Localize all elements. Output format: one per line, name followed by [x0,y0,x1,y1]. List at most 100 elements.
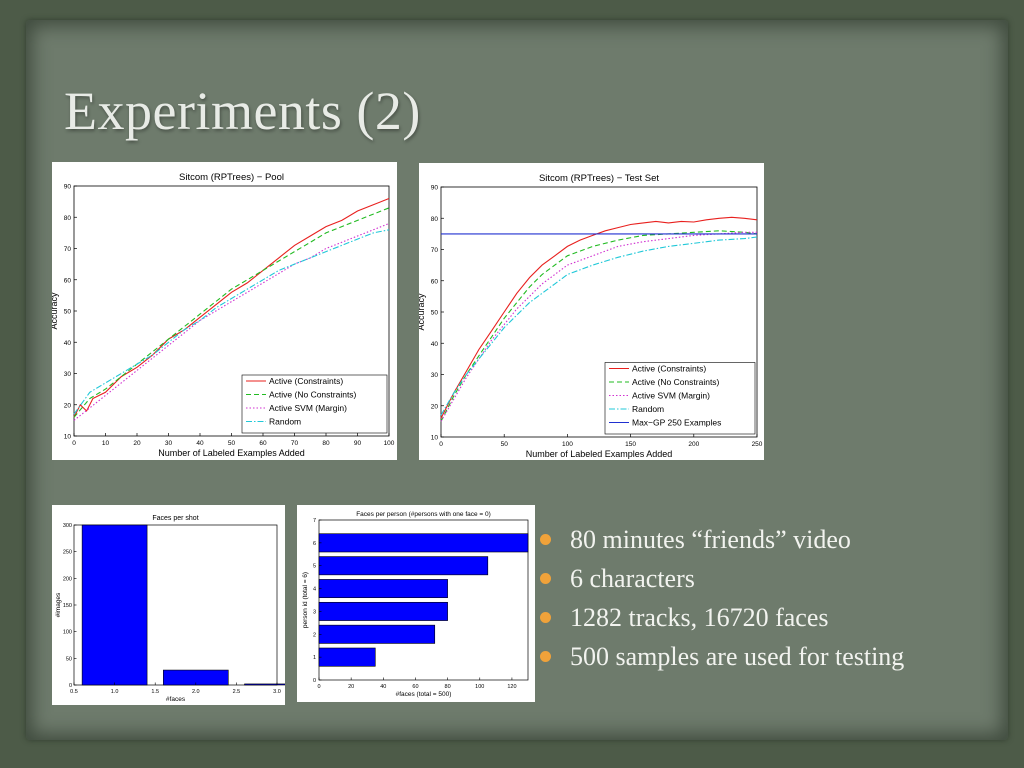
y-tick-label: 20 [64,402,72,409]
bullet-item: 1282 tracks, 16720 faces [540,598,904,637]
bullet-item: 80 minutes “friends” video [540,520,904,559]
y-tick-label: 3 [313,609,316,615]
bar [318,533,529,553]
bullet-text: 80 minutes “friends” video [570,525,851,554]
faces-shot-svg: Faces per shot 0.5 1.0 1.5 2.0 2.5 3.0 0 50 100 15… [55,515,285,703]
legend-label: Active (Constraints) [269,376,343,386]
x-tick-label: 60 [412,684,418,690]
y-tick-label: 90 [431,185,439,192]
y-tick-label: 300 [63,523,72,529]
bullet-dot-icon [540,651,551,662]
x-tick-label: 0 [317,684,320,690]
chart-title: Sitcom (RPTrees) − Test Set [539,173,659,184]
y-axis-label: person id (total = 6) [302,572,309,628]
x-tick-label: 120 [507,684,516,690]
chart-title: Faces per person (#persons with one face… [356,511,491,518]
y-tick-label: 20 [431,403,439,410]
bar [244,683,285,686]
x-axis-label: #faces [166,696,186,703]
y-tick-label: 4 [313,587,316,593]
legend-label: Active (Constraints) [632,364,706,374]
x-tick-label: 0 [439,441,443,448]
y-tick-label: 1 [313,655,316,661]
y-tick-label: 150 [63,603,72,609]
x-tick-label: 20 [348,684,354,690]
x-tick-label: 200 [688,441,699,448]
series-line [73,197,390,418]
legend-label: Active (No Constraints) [269,390,357,400]
x-tick-label: 2.5 [233,689,241,695]
y-tick-label: 0 [313,678,316,684]
bar [81,524,148,686]
series-line [73,207,390,418]
y-tick-label: 7 [313,518,316,524]
y-tick-label: 5 [313,564,316,570]
x-tick-label: 30 [165,440,173,447]
legend-label: Random [269,417,301,427]
test-chart-svg: Sitcom (RPTrees) − Test Set 0 50 100 150 200 2… [419,173,763,459]
series-line [73,229,390,415]
legend-label: Active SVM (Margin) [632,391,710,401]
pool-accuracy-chart: Sitcom (RPTrees) − Pool 0 10 20 30 40 50 60 70 80… [52,162,397,460]
faces-per-shot-chart: Faces per shot 0.5 1.0 1.5 2.0 2.5 3.0 0 50 100 15… [52,505,285,705]
y-tick-label: 60 [64,277,72,284]
x-tick-label: 60 [259,440,267,447]
x-tick-label: 150 [625,441,636,448]
y-tick-label: 0 [69,683,72,689]
legend-label: Random [632,404,664,414]
x-tick-label: 50 [228,440,236,447]
y-tick-label: 50 [66,656,72,662]
y-tick-label: 60 [431,278,439,285]
series-line [440,216,758,419]
x-tick-label: 100 [384,440,395,447]
x-tick-label: 50 [501,441,509,448]
y-tick-label: 2 [313,632,316,638]
bullet-item: 6 characters [540,559,904,598]
plot-frame [318,519,529,681]
faces-per-person-chart: Faces per person (#persons with one face… [297,505,535,702]
chart-title: Faces per shot [152,515,198,522]
x-tick-label: 0 [72,440,76,447]
x-tick-label: 40 [196,440,204,447]
x-tick-label: 2.0 [192,689,200,695]
y-tick-label: 80 [64,215,72,222]
y-tick-label: 40 [64,340,72,347]
bar [318,647,376,667]
series-line [440,230,758,422]
x-axis-label: #faces (total = 500) [396,691,452,698]
bullet-text: 500 samples are used for testing [570,642,905,671]
bar [318,556,489,576]
x-tick-label: 100 [562,441,573,448]
y-axis-label: #images [55,592,62,617]
x-tick-label: 40 [380,684,386,690]
y-tick-label: 50 [431,310,439,317]
x-tick-label: 80 [322,440,330,447]
legend-label: Active (No Constraints) [632,377,720,387]
y-tick-label: 90 [64,184,72,191]
x-axis-label: Number of Labeled Examples Added [158,448,305,458]
bullet-item: 500 samples are used for testing [540,637,904,676]
bullet-dot-icon [540,573,551,584]
bar [318,601,448,621]
x-tick-label: 90 [354,440,362,447]
legend-box [241,374,388,434]
y-tick-label: 250 [63,550,72,556]
legend-box [604,362,756,435]
y-tick-label: 70 [64,246,72,253]
bullet-dot-icon [540,534,551,545]
x-tick-label: 1.5 [151,689,159,695]
bar [318,624,436,644]
legend-label: Active SVM (Margin) [269,403,347,413]
bullet-dot-icon [540,612,551,623]
x-tick-label: 10 [102,440,110,447]
y-tick-label: 80 [431,216,439,223]
y-tick-label: 50 [64,309,72,316]
y-tick-label: 70 [431,247,439,254]
test-set-accuracy-chart: Sitcom (RPTrees) − Test Set 0 50 100 150 200 2… [419,163,764,460]
x-axis-label: Number of Labeled Examples Added [526,449,673,459]
y-axis-label: Accuracy [52,292,59,330]
x-tick-label: 0.5 [70,689,78,695]
chart-title: Sitcom (RPTrees) − Pool [179,172,284,183]
x-tick-label: 1.0 [111,689,119,695]
faces-person-svg: Faces per person (#persons with one face… [302,511,529,698]
